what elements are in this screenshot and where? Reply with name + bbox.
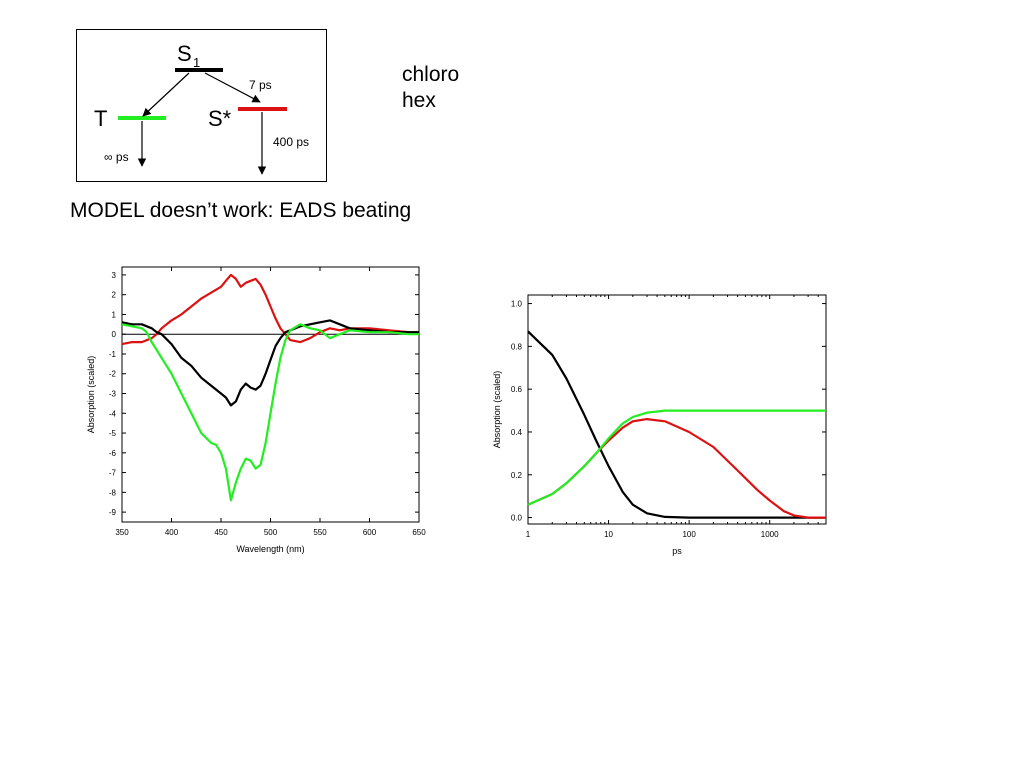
- s1-subscript: 1: [193, 55, 200, 70]
- y-tick-label: -1: [109, 350, 117, 359]
- rate-t-label: ∞ ps: [104, 150, 129, 164]
- x-tick-label: 1000: [761, 530, 779, 539]
- y-tick-label: -9: [109, 508, 117, 517]
- concentration-y-axis-title: Absorption (scaled): [492, 371, 502, 449]
- x-tick-label: 500: [264, 528, 278, 537]
- y-tick-label: 0.0: [511, 514, 523, 523]
- series-line-0: [527, 330, 826, 519]
- rate-s1-sstar-label: 7 ps: [249, 78, 272, 92]
- concentration-tick-marks: [527, 295, 827, 524]
- y-tick-label: 0: [112, 330, 117, 339]
- t-label: T: [94, 106, 107, 131]
- y-tick-label: 1.0: [511, 300, 523, 309]
- solvent-note-line2: hex: [402, 89, 436, 112]
- arrow-s1-to-t: [142, 72, 190, 117]
- x-tick-label: 650: [412, 528, 426, 537]
- series-line-1: [527, 418, 826, 519]
- x-tick-label: 1: [526, 530, 531, 539]
- eads-tick-labels: 350 400 450 500 550 600 650 3 2 1 0 -1 -2 -3 -4 -5 -6 -7 -…: [109, 271, 426, 537]
- s1-label: S: [177, 41, 192, 66]
- concentration-series-group: [527, 330, 826, 519]
- y-tick-label: -6: [109, 449, 117, 458]
- eads-y-axis-title: Absorption (scaled): [86, 356, 96, 434]
- eads-series-group: [121, 273, 419, 502]
- eads-x-axis-title: Wavelength (nm): [236, 544, 304, 554]
- series-line-2: [527, 409, 826, 506]
- y-tick-label: -7: [109, 469, 117, 478]
- concentration-x-axis-title: ps: [672, 546, 682, 556]
- sstar-label: S*: [208, 106, 232, 131]
- eads-tick-marks: [121, 267, 420, 522]
- y-tick-label: 3: [112, 271, 117, 280]
- x-tick-label: 100: [682, 530, 696, 539]
- series-line-0: [121, 273, 419, 346]
- y-tick-label: -3: [109, 390, 117, 399]
- y-tick-label: 0.2: [511, 471, 523, 480]
- kinetic-scheme: S 1 T S* 7 ps 400 ps ∞ ps: [76, 29, 327, 182]
- concentration-tick-labels: 1 10 100 1000 0.0 0.2 0.4 0.6 0.8 1.0: [511, 300, 779, 539]
- x-tick-label: 450: [214, 528, 228, 537]
- x-tick-label: 350: [115, 528, 129, 537]
- x-tick-label: 600: [363, 528, 377, 537]
- y-tick-label: 0.6: [511, 385, 523, 394]
- arrow-s1-to-sstar: [204, 72, 261, 103]
- y-tick-label: 1: [112, 310, 117, 319]
- y-tick-label: -4: [109, 409, 117, 418]
- solvent-note: chloro hex: [402, 62, 459, 114]
- y-tick-label: 0.4: [511, 428, 523, 437]
- slide-heading: MODEL doesn’t work: EADS beating: [70, 199, 412, 222]
- concentration-chart: 1 10 100 1000 0.0 0.2 0.4 0.6 0.8 1.0 ps Absorpti…: [492, 294, 827, 556]
- x-tick-label: 400: [165, 528, 179, 537]
- x-tick-label: 550: [313, 528, 327, 537]
- y-tick-label: -2: [109, 370, 117, 379]
- kinetic-scheme-diagram: S 1 T S* 7 ps 400 ps ∞ ps: [94, 41, 309, 175]
- y-tick-label: -8: [109, 488, 117, 497]
- y-tick-label: 0.8: [511, 342, 523, 351]
- rate-sstar-label: 400 ps: [273, 135, 309, 149]
- y-tick-label: 2: [112, 291, 117, 300]
- solvent-note-line1: chloro: [402, 63, 460, 86]
- series-line-1: [121, 319, 419, 407]
- y-tick-label: -5: [109, 429, 117, 438]
- x-tick-label: 10: [604, 530, 613, 539]
- eads-spectra-chart: 350 400 450 500 550 600 650 3 2 1 0 -1 -2 -3 -4 -5 -6 -7 -…: [86, 266, 426, 554]
- series-line-2: [121, 323, 419, 502]
